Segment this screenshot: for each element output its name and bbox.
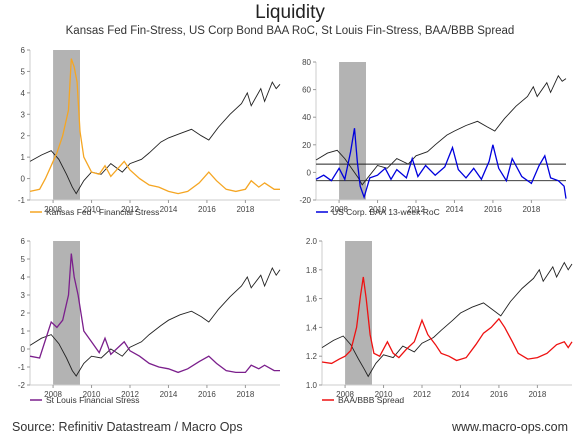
x-tick-label: 2018 [236, 390, 254, 399]
x-tick-label: 2014 [446, 205, 464, 214]
x-tick-label: 2016 [490, 390, 508, 399]
chart-panel-st-louis: -2 -1 0 1 2 3 4 5 6 2008 2010 2012 2014 2016 2018 St Lo… [18, 237, 281, 405]
x-tick-label: 2012 [121, 390, 139, 399]
x-tick-label: 2008 [336, 390, 354, 399]
x-tick-label: 2016 [198, 205, 216, 214]
chart-title: Liquidity [255, 2, 325, 23]
y-tick-label: 20 [302, 141, 311, 150]
x-tick-label: 2008 [44, 390, 62, 399]
y-tick-label: 6 [21, 46, 26, 55]
y-tick-label: 60 [302, 86, 311, 95]
y-tick-label: -1 [18, 196, 26, 205]
x-tick-label: 2014 [452, 390, 470, 399]
x-tick-label: 2016 [198, 390, 216, 399]
y-tick-label: 1.8 [306, 266, 318, 275]
legend-label: Kansas Fed - Financial Stress [46, 207, 159, 217]
source-note: Source: Refinitiv Datastream / Macro Ops [12, 420, 243, 434]
y-tick-label: 0 [307, 168, 312, 177]
x-tick-label: 2012 [121, 205, 139, 214]
y-tick-label: 3 [21, 291, 26, 300]
x-tick-label: 2018 [522, 205, 540, 214]
x-tick-label: 2008 [330, 205, 348, 214]
y-tick-label: 2 [21, 132, 26, 141]
x-tick-label: 2018 [528, 390, 546, 399]
indicator-series-line [29, 253, 280, 374]
y-tick-label: 0 [21, 175, 26, 184]
y-tick-label: 80 [302, 58, 311, 67]
recession-shade [53, 241, 80, 385]
y-tick-label: 0 [21, 345, 26, 354]
y-tick-label: 3 [21, 110, 26, 119]
chart-panel-kansas-fed: -1 0 1 2 3 4 5 6 2008 2010 2012 2014 2016 2018 Kansas … [18, 46, 281, 217]
y-tick-label: -20 [299, 196, 311, 205]
y-tick-label: 40 [302, 113, 311, 122]
y-tick-label: 2.0 [306, 237, 318, 246]
y-tick-label: 1.4 [306, 323, 318, 332]
website-note: www.macro-ops.com [452, 420, 568, 434]
index-series-line [321, 261, 573, 378]
x-tick-label: 2010 [83, 390, 101, 399]
x-tick-label: 2010 [375, 390, 393, 399]
chart-panel-baa-bbb-spread: 1.0 1.2 1.4 1.6 1.8 2.0 2008 2010 2012 2014 2016 20… [306, 237, 573, 405]
y-tick-label: 4 [21, 89, 26, 98]
x-tick-label: 2014 [160, 390, 178, 399]
legend-label: BAA/BBB Spread [338, 395, 404, 405]
y-tick-label: 4 [21, 273, 26, 282]
x-tick-label: 2018 [236, 205, 254, 214]
y-tick-label: 2 [21, 309, 26, 318]
index-series-line [315, 74, 567, 186]
recession-shade [339, 62, 366, 200]
y-tick-label: 1.6 [306, 295, 318, 304]
x-tick-label: 2014 [160, 205, 178, 214]
indicator-series-line [315, 128, 567, 200]
indicator-series-line [321, 276, 573, 365]
y-tick-label: 1.0 [306, 381, 318, 390]
x-tick-label: 2008 [44, 205, 62, 214]
index-series-line [29, 266, 281, 377]
x-tick-label: 2012 [407, 205, 425, 214]
index-series-line [29, 81, 281, 195]
recession-shade [53, 50, 80, 200]
y-tick-label: 1 [21, 153, 26, 162]
x-tick-label: 2010 [369, 205, 387, 214]
y-tick-label: -1 [18, 363, 26, 372]
indicator-series-line [29, 58, 280, 195]
y-tick-label: 5 [21, 67, 26, 76]
y-tick-label: 6 [21, 237, 26, 246]
legend-label: St Louis Financial Stress [46, 395, 140, 405]
x-tick-label: 2016 [484, 205, 502, 214]
chart-panel-baa-roc: -20 0 20 40 60 80 2008 2010 2012 2014 2016 2018 US C… [299, 58, 567, 217]
y-tick-label: 5 [21, 255, 26, 264]
legend-label: US Corp. BAA 13-week RoC [332, 207, 440, 217]
y-tick-label: -2 [18, 381, 26, 390]
x-tick-label: 2012 [413, 390, 431, 399]
y-tick-label: 1 [21, 327, 26, 336]
chart-subtitle: Kansas Fed Fin-Stress, US Corp Bond BAA … [65, 25, 515, 37]
y-tick-label: 1.2 [306, 352, 318, 361]
x-tick-label: 2010 [83, 205, 101, 214]
